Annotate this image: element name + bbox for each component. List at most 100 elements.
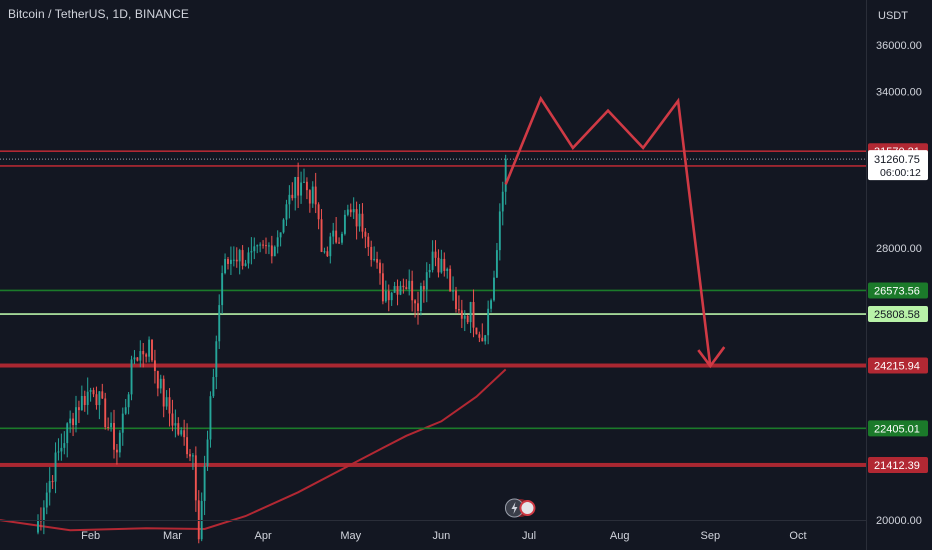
candle-body	[314, 186, 317, 205]
candle-body	[495, 250, 498, 278]
x-tick-Oct: Oct	[789, 530, 806, 542]
candle-body	[396, 286, 399, 295]
candle-body	[45, 492, 48, 508]
price-tag-21412.39	[868, 456, 928, 473]
candle-body	[145, 354, 148, 357]
y-tick-20000.00: 20000.00	[876, 515, 922, 527]
candle-body	[475, 327, 478, 335]
candle-body	[422, 286, 425, 290]
x-tick-Aug: Aug	[610, 530, 630, 542]
candle-body	[133, 357, 136, 360]
candle-body	[180, 430, 183, 435]
candle-body	[364, 231, 367, 237]
candle-body	[472, 302, 475, 328]
price-tag-text-24215.94: 24215.94	[874, 361, 920, 373]
x-tick-Feb: Feb	[81, 530, 100, 542]
candle-body	[446, 268, 449, 272]
candle-body	[279, 232, 282, 238]
candle-body	[136, 357, 139, 361]
candle-body	[259, 244, 262, 246]
candle-body	[244, 263, 247, 266]
candle-body	[37, 520, 39, 533]
price-tag-25808.58	[868, 306, 928, 323]
candle-body	[203, 466, 206, 501]
candle-body	[174, 423, 177, 426]
candle-body	[247, 252, 250, 264]
candle-body	[273, 246, 276, 257]
candle-body	[75, 407, 77, 426]
candle-body	[291, 194, 294, 199]
y-tick-28000.00: 28000.00	[876, 243, 922, 255]
candle-body	[57, 451, 60, 453]
candle-body	[51, 481, 54, 483]
candle-body	[270, 245, 273, 257]
candle-body	[408, 280, 411, 290]
candle-body	[431, 251, 434, 270]
candle-body	[156, 371, 159, 389]
candle-body	[267, 245, 270, 247]
chart-title: Bitcoin / TetherUS, 1D, BINANCE	[8, 7, 189, 21]
candle-body	[393, 286, 396, 293]
candle-body	[168, 397, 171, 414]
candle-body	[498, 211, 501, 251]
candle-body	[229, 259, 232, 264]
candle-body	[387, 291, 390, 301]
candle-body	[209, 396, 212, 440]
candle-body	[101, 391, 104, 399]
candle-body	[276, 237, 279, 247]
candle-body	[414, 300, 417, 304]
x-tick-May: May	[340, 530, 361, 542]
candle-body	[130, 359, 133, 395]
candle-body	[265, 245, 267, 247]
candle-body	[162, 378, 165, 407]
candle-body	[305, 181, 308, 191]
candle-body	[341, 233, 343, 243]
flag-marker-icon	[519, 500, 536, 516]
candle-body	[335, 230, 338, 243]
candle-body	[95, 394, 98, 406]
candle-body	[449, 268, 452, 292]
candle-body	[376, 258, 379, 263]
candle-body	[440, 258, 443, 273]
candle-body	[343, 214, 346, 234]
candle-body	[104, 398, 107, 428]
x-tick-Apr: Apr	[255, 530, 272, 542]
candle-body	[504, 159, 507, 192]
x-tick-Jul: Jul	[522, 530, 536, 542]
candle-body	[297, 176, 300, 196]
candle-body	[493, 277, 495, 301]
candle-body	[463, 315, 466, 319]
candle-body	[303, 181, 305, 183]
candle-body	[311, 186, 314, 204]
candle-body	[317, 204, 320, 220]
candle-body	[370, 246, 373, 260]
candle-body	[86, 391, 89, 406]
candle-body	[399, 285, 402, 295]
candle-body	[253, 246, 256, 252]
candle-body	[373, 258, 376, 260]
candle-body	[232, 259, 235, 261]
candle-body	[151, 339, 153, 361]
candle-body	[320, 219, 323, 252]
candle-body	[285, 204, 288, 220]
price-tag-24215.94	[868, 357, 928, 374]
candle-body	[121, 413, 124, 433]
candle-body	[379, 262, 381, 274]
candle-body	[490, 300, 493, 309]
price-tag-text-26573.56: 26573.56	[874, 285, 920, 297]
time-axis-divider	[0, 520, 866, 521]
candle-body	[262, 244, 265, 246]
candle-body	[452, 290, 455, 292]
candle-body	[224, 259, 227, 274]
candle-body	[42, 507, 45, 521]
candle-body	[221, 273, 224, 306]
candle-body	[256, 245, 259, 247]
candle-body	[294, 176, 297, 199]
candle-body	[127, 394, 130, 408]
candle-body	[425, 272, 428, 290]
last-price-value: 31260.75	[874, 154, 920, 166]
candle-body	[113, 422, 115, 450]
candle-body	[390, 292, 393, 301]
